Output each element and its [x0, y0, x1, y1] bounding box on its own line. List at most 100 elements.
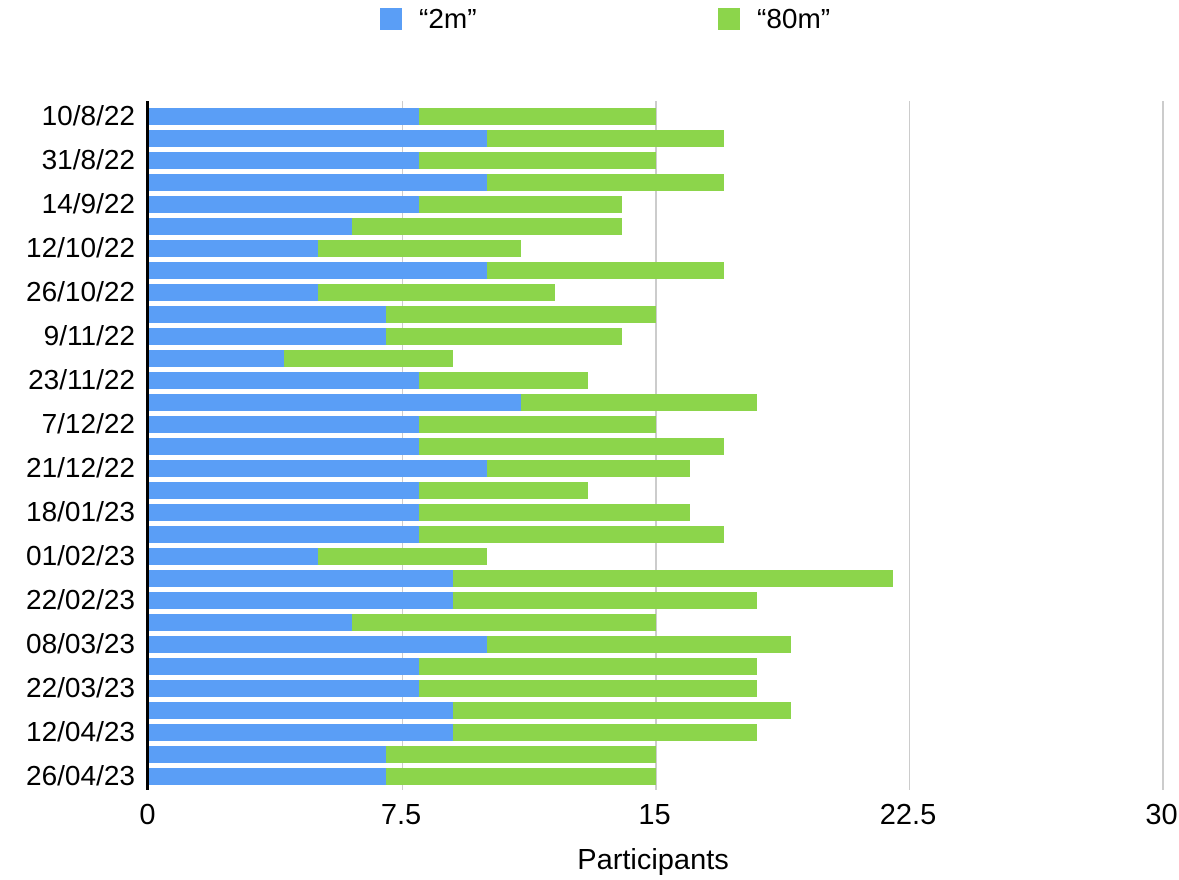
bar-row-14 — [149, 394, 1163, 411]
bar-row-18 — [149, 482, 1163, 499]
bar-row-13 — [149, 372, 1163, 389]
bar-segment-80m — [351, 614, 656, 631]
bar-segment-80m — [419, 680, 758, 697]
bar-segment-2m — [149, 262, 487, 279]
bar-row-19 — [149, 504, 1163, 521]
bar-segment-2m — [149, 372, 420, 389]
bar-segment-2m — [149, 152, 420, 169]
bar-segment-2m — [149, 306, 386, 323]
bar-segment-80m — [453, 702, 792, 719]
legend-swatch-2m-icon — [380, 8, 402, 30]
bar-row-8 — [149, 262, 1163, 279]
y-axis-labels: 10/8/22 31/8/22 14/9/22 12/10/22 26/10/22 9/1… — [0, 0, 135, 880]
bar-segment-2m — [149, 680, 420, 697]
y-axis-label: 14/9/22 — [41, 188, 135, 220]
y-axis-label: 7/12/22 — [41, 408, 135, 440]
bar-row-9 — [149, 284, 1163, 301]
bar-segment-2m — [149, 504, 420, 521]
y-axis-label: 21/12/22 — [26, 452, 135, 484]
bar-segment-80m — [419, 152, 656, 169]
bar-row-25 — [149, 636, 1163, 653]
bar-row-11 — [149, 328, 1163, 345]
bar-segment-2m — [149, 570, 454, 587]
bar-row-1 — [149, 108, 1163, 125]
y-axis-label: 9/11/22 — [43, 320, 135, 352]
bar-segment-80m — [487, 130, 724, 147]
y-axis-label: 08/03/23 — [26, 628, 135, 660]
bar-segment-2m — [149, 482, 420, 499]
y-axis-label: 18/01/23 — [26, 496, 135, 528]
bar-segment-80m — [419, 526, 724, 543]
bar-segment-2m — [149, 174, 487, 191]
legend-item-80m: “80m” — [718, 5, 830, 33]
bar-segment-80m — [520, 394, 758, 411]
y-axis-label: 31/8/22 — [41, 144, 135, 176]
y-axis-label: 22/03/23 — [26, 672, 135, 704]
x-axis-ticks: 0 7.5 15 22.5 30 — [139, 799, 1177, 833]
bar-segment-80m — [385, 746, 656, 763]
x-tick-label: 0 — [139, 799, 156, 831]
bar-row-15 — [149, 416, 1163, 433]
bar-segment-2m — [149, 614, 352, 631]
bar-segment-80m — [419, 196, 623, 213]
bar-row-22 — [149, 570, 1163, 587]
bar-row-28 — [149, 702, 1163, 719]
bar-segment-80m — [453, 570, 893, 587]
x-axis-title: Participants — [577, 844, 729, 876]
bar-row-2 — [149, 130, 1163, 147]
y-axis-label: 01/02/23 — [26, 540, 135, 572]
bar-segment-2m — [149, 196, 420, 213]
bar-segment-2m — [149, 460, 487, 477]
bar-row-4 — [149, 174, 1163, 191]
chart-legend: “2m” “80m” — [0, 0, 1179, 40]
bar-segment-2m — [149, 130, 487, 147]
bar-segment-80m — [487, 636, 792, 653]
bar-segment-80m — [419, 108, 656, 125]
y-axis-label: 12/04/23 — [26, 716, 135, 748]
bar-row-30 — [149, 746, 1163, 763]
bar-segment-2m — [149, 526, 420, 543]
bar-segment-80m — [487, 262, 724, 279]
y-axis-label: 22/02/23 — [26, 584, 135, 616]
legend-label-2m: “2m” — [419, 3, 477, 34]
bar-segment-2m — [149, 416, 420, 433]
y-axis-label: 26/10/22 — [26, 276, 135, 308]
bar-row-3 — [149, 152, 1163, 169]
x-tick-label: 15 — [638, 799, 671, 831]
bar-segment-2m — [149, 284, 318, 301]
bar-segment-2m — [149, 350, 285, 367]
legend-swatch-80m-icon — [718, 8, 740, 30]
bar-segment-80m — [351, 218, 623, 235]
gridline-22.5 — [908, 101, 910, 790]
bar-row-27 — [149, 680, 1163, 697]
bar-segment-80m — [419, 482, 589, 499]
bar-row-6 — [149, 218, 1163, 235]
bar-segment-80m — [419, 438, 724, 455]
bar-row-5 — [149, 196, 1163, 213]
gridline-30 — [1162, 101, 1164, 790]
bar-segment-80m — [419, 372, 589, 389]
bar-segment-80m — [318, 548, 487, 565]
bar-segment-2m — [149, 702, 454, 719]
bar-segment-2m — [149, 328, 386, 345]
bar-segment-2m — [149, 394, 521, 411]
bar-row-17 — [149, 460, 1163, 477]
bar-row-12 — [149, 350, 1163, 367]
bar-segment-2m — [149, 240, 318, 257]
bar-row-26 — [149, 658, 1163, 675]
bar-row-21 — [149, 548, 1163, 565]
bar-segment-2m — [149, 108, 420, 125]
bar-row-23 — [149, 592, 1163, 609]
bar-segment-2m — [149, 592, 454, 609]
bar-segment-80m — [385, 328, 623, 345]
bar-row-24 — [149, 614, 1163, 631]
bar-segment-80m — [487, 174, 724, 191]
bar-segment-2m — [149, 768, 386, 785]
bar-row-29 — [149, 724, 1163, 741]
y-axis-label: 26/04/23 — [26, 760, 135, 792]
bar-row-20 — [149, 526, 1163, 543]
bar-segment-2m — [149, 724, 454, 741]
bar-segment-80m — [453, 724, 758, 741]
bar-segment-80m — [385, 306, 656, 323]
bar-segment-80m — [419, 658, 758, 675]
